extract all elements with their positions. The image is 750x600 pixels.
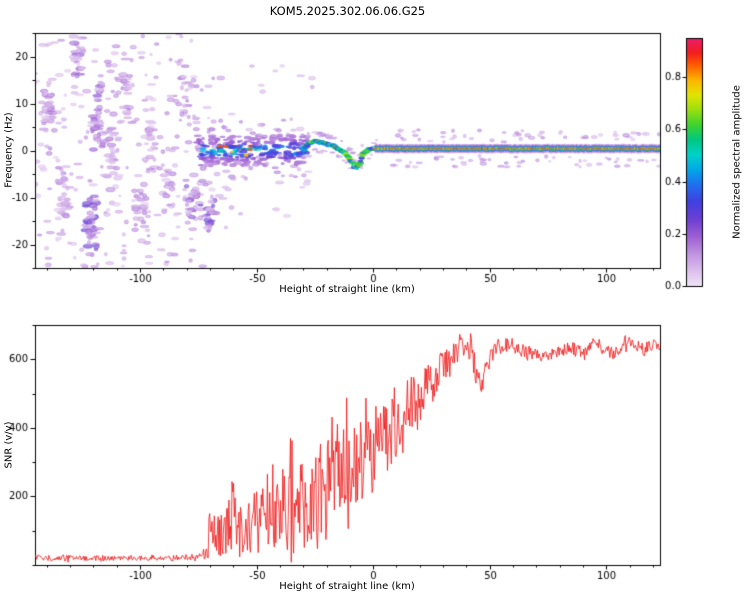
spectrogram-ylabel: Frequency (Hz) — [3, 112, 15, 188]
colorbar-label: Normalized spectral amplitude — [731, 85, 743, 239]
spectrogram-xlabel: Height of straight line (km) — [279, 284, 415, 295]
figure-title: KOM5.2025.302.06.06.G25 — [269, 4, 426, 18]
snr-xlabel: Height of straight line (km) — [279, 581, 415, 592]
snr-ylabel: SNR (v/v) — [3, 421, 15, 469]
